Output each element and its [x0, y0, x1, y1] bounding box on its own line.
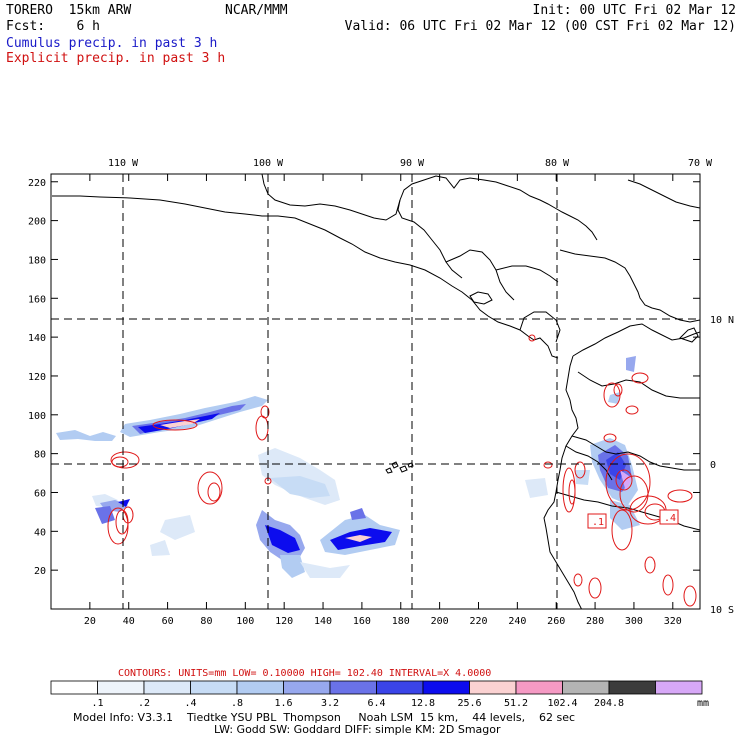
y-tick-label: 120 [28, 372, 46, 383]
lat-label: 10 N [710, 315, 734, 326]
color-bar-label: 25.6 [457, 698, 481, 709]
color-swatch [608, 680, 656, 695]
color-swatch [283, 680, 331, 695]
lon-label: 110 W [108, 158, 139, 169]
model-title: TORERO 15km ARW [6, 3, 132, 18]
explicit-title: Explicit precip. in past 3 h [6, 51, 226, 66]
color-bar-label: 51.2 [504, 698, 528, 709]
color-swatch [143, 680, 191, 695]
init-time: Init: 00 UTC Fri 02 Mar 12 [532, 3, 737, 18]
model-info-line1: Model Info: V3.3.1 Tiedtke YSU PBL Thomp… [73, 711, 576, 724]
contours-info: CONTOURS: UNITS=mm LOW= 0.10000 HIGH= 10… [118, 668, 491, 679]
contour-label-2: .4 [659, 509, 679, 525]
color-swatch [329, 680, 377, 695]
precip-fill [56, 356, 640, 578]
x-axis-ticks: 20 40 60 80 100 120 140 160 180 200 220 240 260 280 30… [84, 174, 682, 627]
y-tick-label: 200 [28, 217, 46, 228]
y-tick-label: 160 [28, 294, 46, 305]
coastlines [52, 174, 700, 609]
x-tick-label: 300 [625, 616, 643, 627]
svg-text:.1: .1 [592, 517, 604, 528]
x-tick-label: 140 [314, 616, 332, 627]
color-bar-label: 102.4 [547, 698, 577, 709]
y-tick-label: 100 [28, 411, 46, 422]
color-swatch [515, 680, 563, 695]
lat-label: 10 S [710, 605, 734, 616]
color-bar-label: .2 [138, 698, 150, 709]
color-swatch [50, 680, 98, 695]
x-tick-label: 100 [236, 616, 254, 627]
x-tick-label: 120 [275, 616, 293, 627]
x-tick-label: 320 [664, 616, 682, 627]
model-info-line2: LW: Godd SW: Goddard DIFF: simple KM: 2D… [214, 723, 501, 736]
x-tick-label: 260 [547, 616, 565, 627]
color-bar-label: 3.2 [321, 698, 339, 709]
x-tick-label: 240 [508, 616, 526, 627]
color-swatch [190, 680, 238, 695]
color-swatch [422, 680, 470, 695]
x-tick-label: 60 [162, 616, 174, 627]
color-bar-label: .4 [184, 698, 196, 709]
y-tick-label: 180 [28, 255, 46, 266]
color-bar-labels: .1 .2 .4 .8 1.6 3.2 6.4 12.8 25.6 51.2 102.4 204.8 m… [91, 698, 709, 709]
color-bar-label: 6.4 [367, 698, 385, 709]
lat-label: 0 [710, 460, 716, 471]
lon-label: 90 W [400, 158, 425, 169]
color-swatch [655, 680, 703, 695]
x-tick-label: 20 [84, 616, 96, 627]
x-tick-label: 180 [392, 616, 410, 627]
y-tick-label: 60 [34, 488, 46, 499]
color-bar-label: .8 [231, 698, 243, 709]
graticule [51, 174, 700, 609]
color-swatch [469, 680, 517, 695]
x-tick-label: 40 [123, 616, 135, 627]
y-tick-label: 20 [34, 566, 46, 577]
y-tick-label: 80 [34, 450, 46, 461]
contour-label-1: .1 [587, 513, 607, 529]
color-bar-label: 12.8 [411, 698, 435, 709]
color-swatch [376, 680, 424, 695]
color-bar-unit: mm [697, 698, 709, 709]
lon-label: 80 W [545, 158, 570, 169]
color-swatch [236, 680, 284, 695]
x-tick-label: 280 [586, 616, 604, 627]
latitude-labels: 10 N 0 10 S [710, 315, 734, 616]
x-tick-label: 220 [469, 616, 487, 627]
cumulus-title: Cumulus precip. in past 3 h [6, 36, 218, 51]
x-tick-label: 80 [200, 616, 212, 627]
color-swatch [562, 680, 610, 695]
color-bar-label: 1.6 [274, 698, 292, 709]
longitude-labels: 110 W 100 W 90 W 80 W 70 W [108, 158, 713, 169]
color-bar [50, 680, 703, 695]
precip-contours [107, 334, 697, 607]
y-axis-ticks: 220 200 180 160 140 120 100 80 60 40 20 [28, 178, 700, 577]
lon-label: 100 W [253, 158, 284, 169]
svg-text:.4: .4 [664, 513, 676, 524]
forecast-hour: Fcst: 6 h [6, 19, 100, 34]
x-tick-label: 200 [431, 616, 449, 627]
y-tick-label: 40 [34, 527, 46, 538]
center-title: NCAR/MMM [225, 3, 288, 18]
x-tick-label: 160 [353, 616, 371, 627]
y-tick-label: 220 [28, 178, 46, 189]
color-bar-label: 204.8 [594, 698, 624, 709]
color-bar-label: .1 [91, 698, 103, 709]
y-tick-label: 140 [28, 333, 46, 344]
valid-time: Valid: 06 UTC Fri 02 Mar 12 (00 CST Fri … [344, 19, 736, 34]
lon-label: 70 W [688, 158, 713, 169]
color-swatch [97, 680, 145, 695]
map-frame [50, 173, 701, 610]
